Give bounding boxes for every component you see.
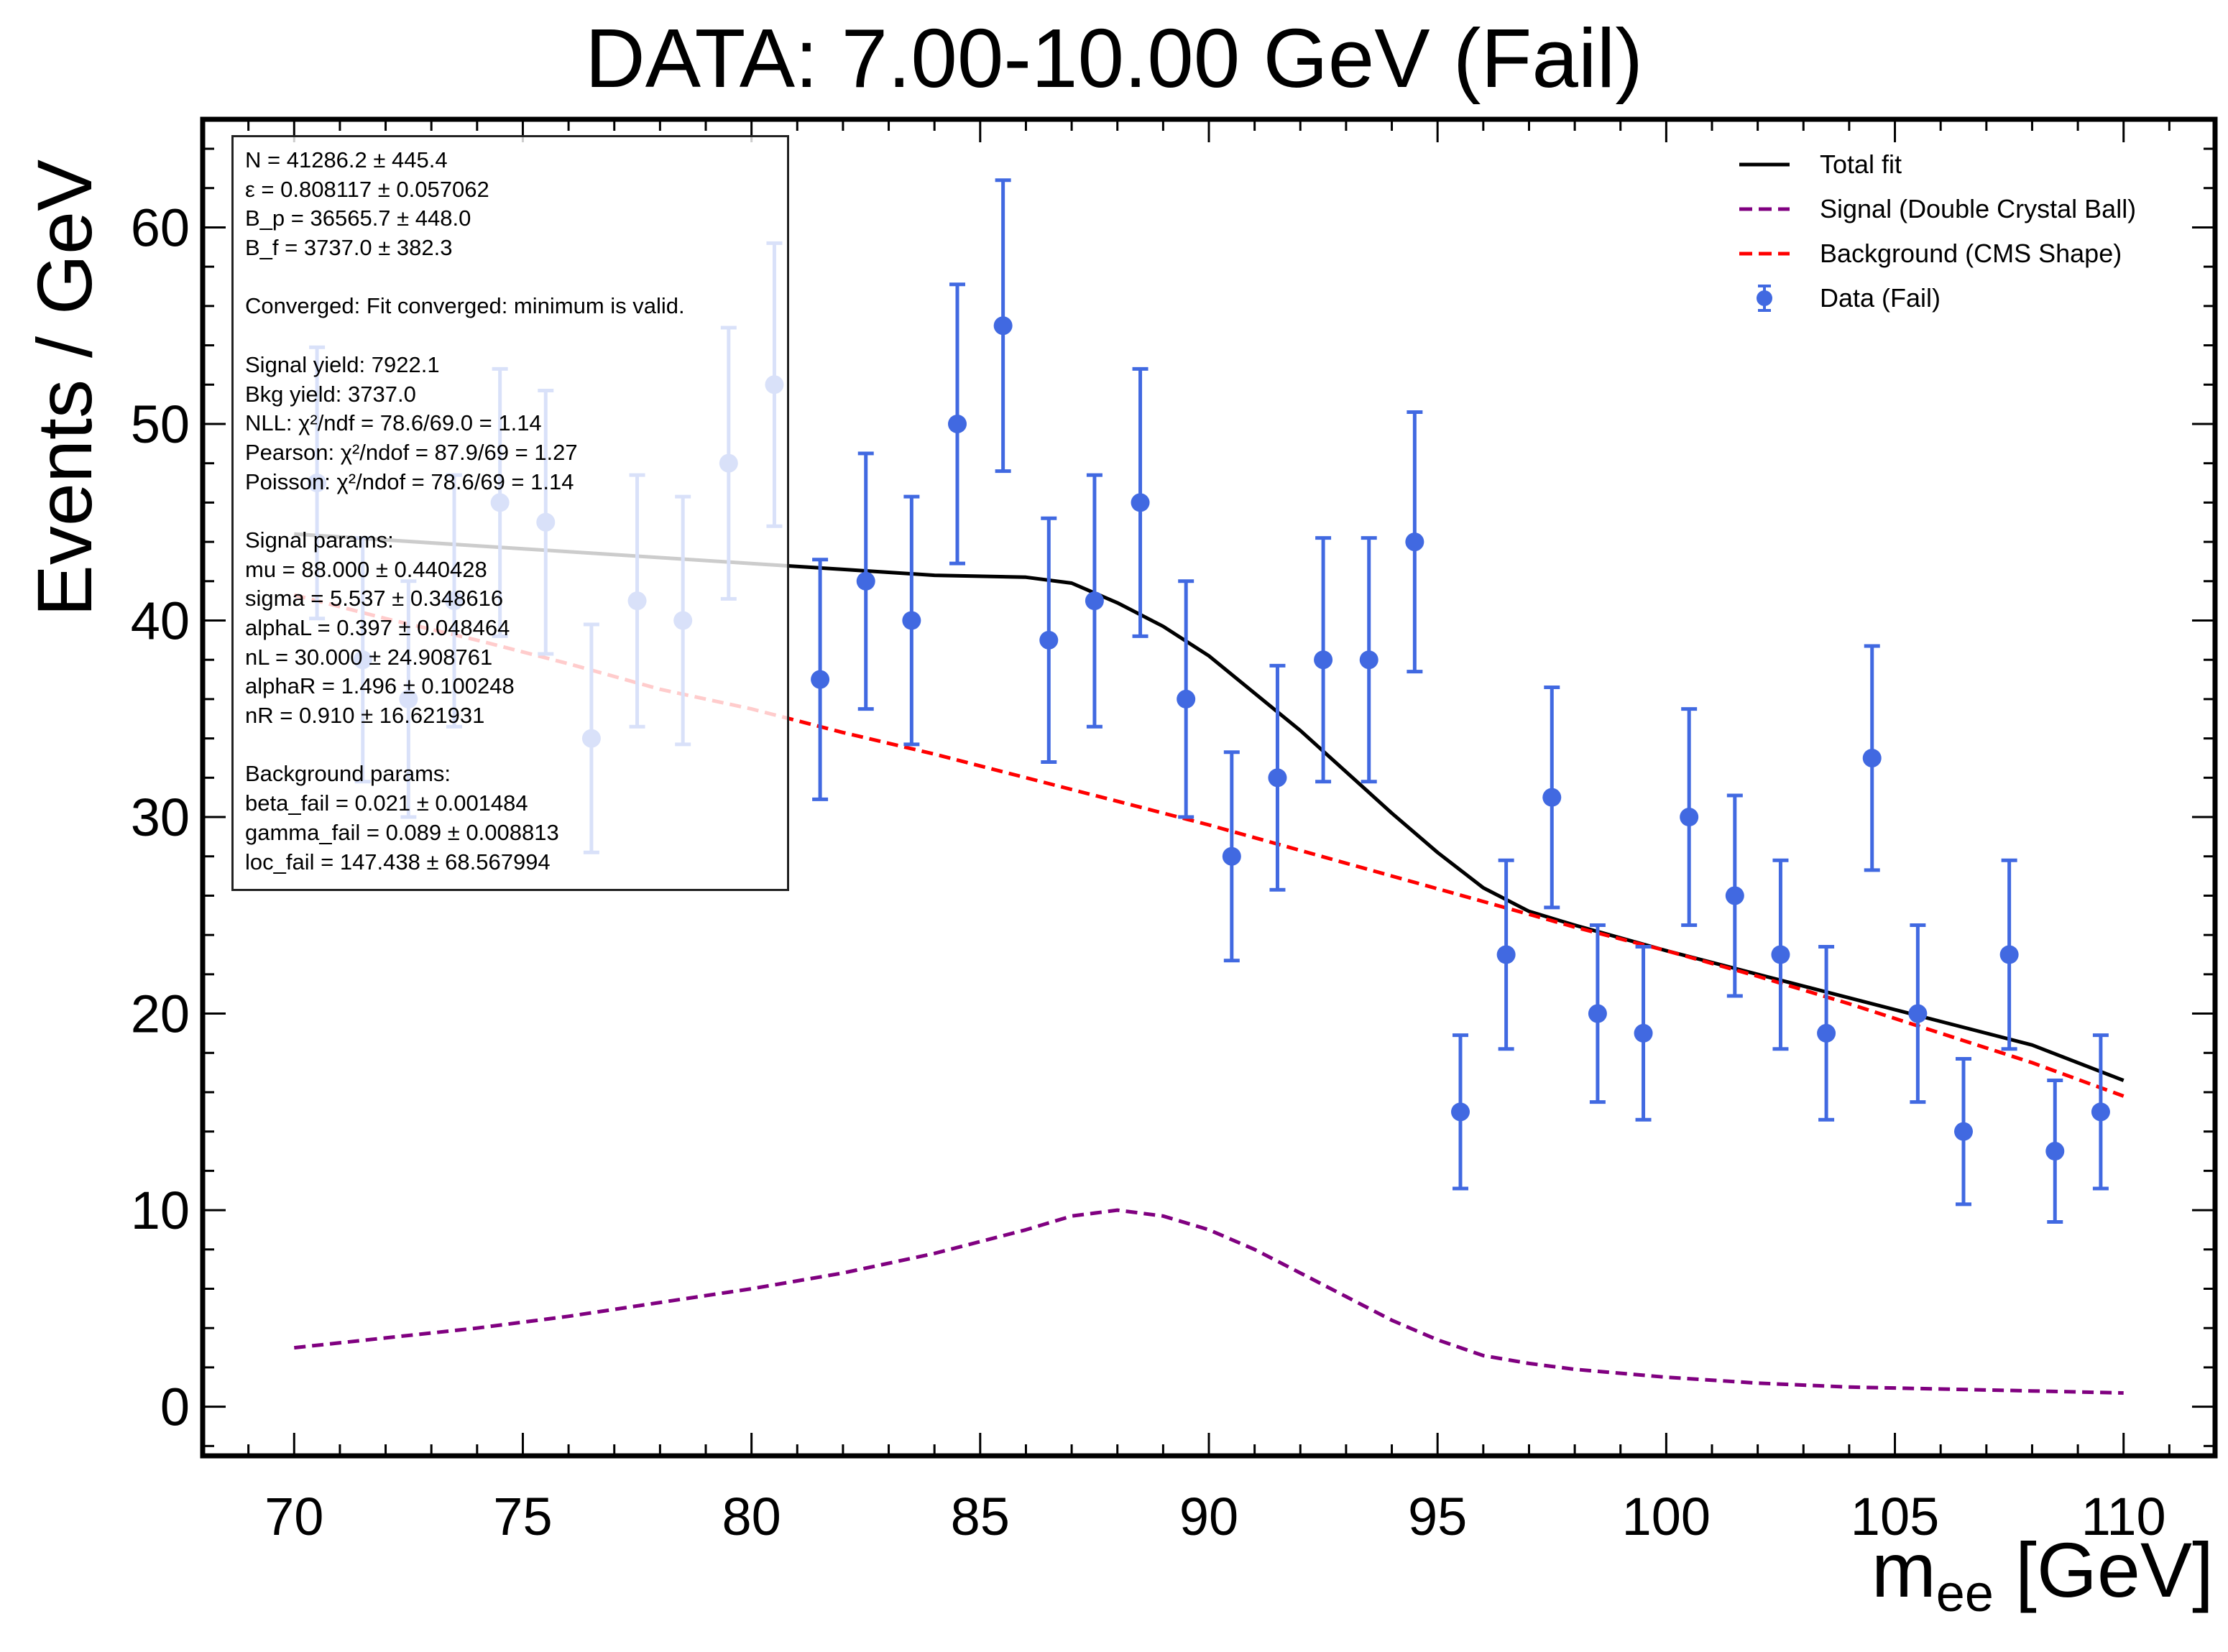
data-point [1862, 748, 1882, 767]
info-line: Converged: Fit converged: minimum is val… [245, 293, 685, 319]
y-tick-label: 40 [131, 591, 190, 651]
x-axis-label-subscript: ee [1935, 1565, 1994, 1623]
data-point [1222, 846, 1241, 866]
x-tick-label: 80 [722, 1487, 781, 1546]
info-line: ε = 0.808117 ± 0.057062 [245, 176, 489, 202]
info-line: Signal params: [245, 527, 394, 553]
signal-dashed-line-icon [1739, 207, 1790, 211]
data-point [1771, 945, 1790, 964]
total-fit-line-icon [1739, 162, 1790, 167]
x-axis-label-unit: [GeV] [1993, 1526, 2214, 1613]
signal-curve [294, 1208, 2124, 1395]
info-line: loc_fail = 147.438 ± 68.567994 [245, 849, 551, 875]
plot-frame [200, 116, 2218, 1459]
info-line [245, 321, 775, 351]
data-point [1634, 1023, 1653, 1043]
data-point [1954, 1122, 1973, 1141]
y-tick-label: 10 [131, 1181, 190, 1240]
x-tick-label: 110 [2081, 1487, 2166, 1546]
data-point [1908, 1004, 1928, 1023]
legend-label: Signal (Double Crystal Ball) [1820, 194, 2137, 223]
info-line: NLL: χ²/ndf = 78.6/69.0 = 1.14 [245, 410, 542, 436]
info-line: beta_fail = 0.021 ± 0.001484 [245, 790, 528, 816]
background-dashed-line-icon [1739, 252, 1790, 256]
data-point [1725, 886, 1744, 905]
y-tick-label: 30 [131, 788, 190, 847]
info-line [245, 731, 775, 760]
data-point [1451, 1102, 1470, 1122]
data-point [1268, 768, 1287, 788]
info-line: Bkg yield: 3737.0 [245, 381, 416, 407]
info-line: nL = 30.000 ± 24.908761 [245, 644, 493, 670]
info-line: mu = 88.000 ± 0.440428 [245, 556, 487, 582]
info-line: B_f = 3737.0 ± 382.3 [245, 235, 453, 261]
data-point [1588, 1004, 1607, 1023]
data-point [856, 571, 875, 591]
data-point [1131, 493, 1150, 512]
info-line: Poisson: χ²/ndof = 78.6/69 = 1.14 [245, 469, 574, 494]
data-point [1496, 945, 1516, 964]
info-line: Pearson: χ²/ndof = 87.9/69 = 1.27 [245, 439, 578, 465]
chart-title: DATA: 7.00-10.00 GeV (Fail) [584, 11, 1644, 105]
info-line: B_p = 36565.7 ± 448.0 [245, 206, 471, 231]
data-errorbar-marker-icon [1757, 285, 1772, 312]
x-tick-label: 105 [1851, 1487, 1939, 1546]
data-point [1999, 945, 2019, 964]
data-point [2045, 1142, 2065, 1161]
x-axis-label: mee [GeV] [1872, 1527, 2214, 1637]
y-tick-label: 50 [131, 394, 190, 454]
legend-item-total-fit: Total fit [1739, 142, 2136, 187]
info-line: alphaL = 0.397 ± 0.048464 [245, 615, 510, 640]
x-tick-label: 90 [1179, 1487, 1238, 1546]
data-point [1405, 532, 1424, 552]
legend-item-background: Background (CMS Shape) [1739, 231, 2136, 276]
data-point [1359, 650, 1378, 670]
x-axis-label-main: m [1871, 1526, 1936, 1613]
info-line: gamma_fail = 0.089 ± 0.008813 [245, 819, 559, 845]
data-point [1314, 650, 1333, 670]
info-line [245, 497, 775, 526]
legend-item-data: Data (Fail) [1739, 276, 2136, 320]
legend-label: Total fit [1820, 149, 1902, 179]
info-line: nR = 0.910 ± 16.621931 [245, 703, 485, 729]
x-tick-label: 100 [1622, 1487, 1711, 1546]
y-tick-label: 0 [160, 1378, 190, 1437]
legend-label: Data (Fail) [1820, 283, 1941, 313]
info-line [245, 263, 775, 292]
y-tick-label: 60 [131, 198, 190, 257]
x-tick-label: 75 [493, 1487, 552, 1546]
fit-results-box: N = 41286.2 ± 445.4 ε = 0.808117 ± 0.057… [231, 135, 789, 891]
legend-item-signal: Signal (Double Crystal Ball) [1739, 187, 2136, 231]
legend: Total fit Signal (Double Crystal Ball) B… [1739, 142, 2136, 320]
x-tick-label: 85 [951, 1487, 1010, 1546]
y-tick-label: 20 [131, 984, 190, 1044]
data-point [902, 611, 921, 630]
data-point [948, 414, 967, 433]
data-point [1177, 689, 1196, 709]
data-point [2091, 1102, 2110, 1122]
info-line: alphaR = 1.496 ± 0.100248 [245, 673, 515, 699]
data-point [1039, 630, 1059, 650]
data-point [993, 316, 1013, 336]
data-point [1542, 788, 1562, 807]
info-line: N = 41286.2 ± 445.4 [245, 147, 448, 172]
x-tick-label: 70 [264, 1487, 323, 1546]
info-line: Signal yield: 7922.1 [245, 351, 440, 377]
data-point [811, 670, 830, 689]
x-tick-label: 95 [1408, 1487, 1467, 1546]
info-line: sigma = 5.537 ± 0.348616 [245, 586, 504, 612]
data-point [1817, 1023, 1836, 1043]
tick-labels: 70 75 80 85 90 95 100 105 110 0 10 20 30 40 50 60 [131, 198, 2166, 1546]
info-line: Background params: [245, 761, 451, 787]
data-point [1680, 808, 1699, 827]
data-point [1085, 591, 1104, 611]
legend-label: Background (CMS Shape) [1820, 239, 2122, 268]
